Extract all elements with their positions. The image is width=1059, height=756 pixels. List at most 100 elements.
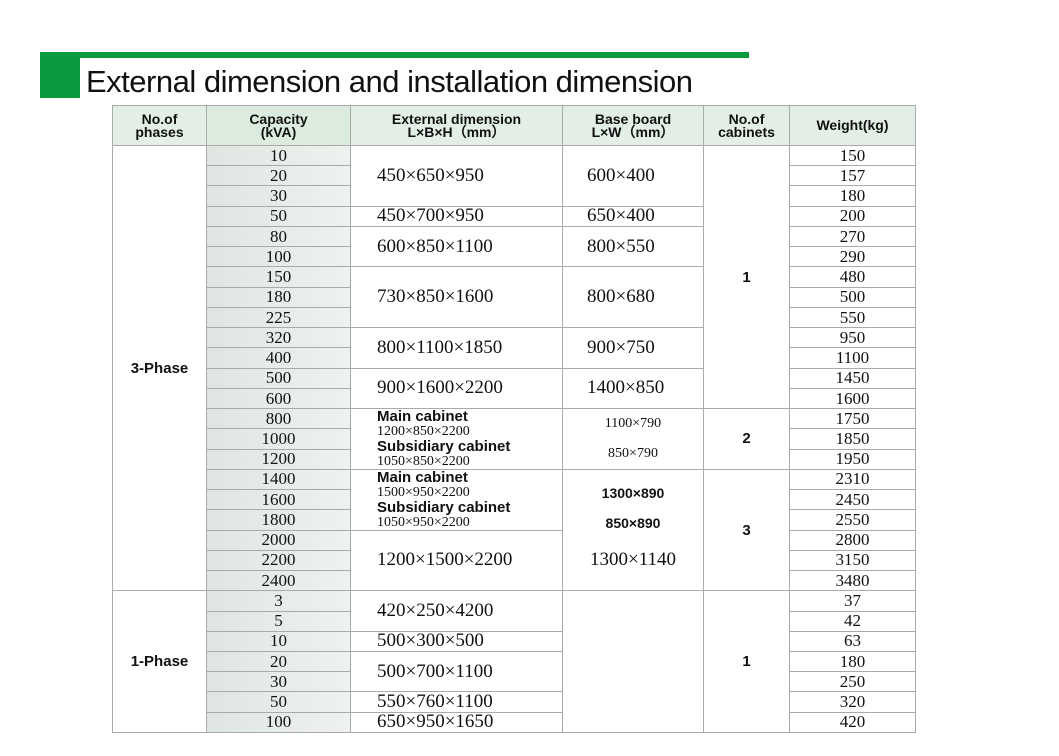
- weight-value: 180: [839, 651, 866, 671]
- main-cabinet-dimension: 1500×950×2200: [377, 484, 470, 500]
- external-dimension-value: 420×250×4200: [377, 600, 494, 621]
- capacity-value: 320: [265, 327, 292, 347]
- base-board-cell: 800×550: [562, 225, 704, 268]
- capacity-value: 500: [265, 368, 292, 388]
- capacity-value: 1800: [261, 509, 296, 529]
- capacity-value: 2200: [261, 550, 296, 570]
- cabinets-cell: 2: [703, 408, 790, 470]
- external-dimension-cell: 550×760×1100: [350, 691, 563, 713]
- capacity-value: 1400: [261, 469, 296, 489]
- external-dimension-value: 730×850×1600: [377, 286, 494, 308]
- weight-value: 150: [839, 145, 866, 165]
- weight-cell: 1750: [789, 408, 916, 430]
- cabinets-value: 2: [742, 430, 751, 448]
- capacity-value: 10: [270, 145, 287, 165]
- header-text: Capacity: [249, 110, 308, 127]
- capacity-cell: 150: [206, 266, 351, 288]
- capacity-cell: 225: [206, 306, 351, 329]
- base-board-main: 1300×890: [601, 484, 665, 501]
- base-board-cell: 1100×790 850×790: [562, 408, 704, 470]
- weight-cell: 500: [789, 286, 916, 308]
- subsidiary-cabinet-dimension: 1050×850×2200: [377, 453, 470, 469]
- base-board-cell: 800×680: [562, 266, 704, 329]
- header-weight: Weight(kg): [789, 105, 916, 146]
- weight-cell: 42: [789, 610, 916, 632]
- header-phases: No.of phases: [112, 105, 207, 146]
- external-dimension-cell: 420×250×4200: [350, 590, 563, 632]
- weight-value: 3480: [835, 570, 870, 590]
- weight-value: 180: [839, 186, 866, 206]
- header-text: L×W（mm）: [591, 123, 675, 140]
- capacity-value: 600: [265, 388, 292, 408]
- subsidiary-cabinet-dimension: 1050×950×2200: [377, 514, 470, 530]
- title-accent-block: [40, 52, 80, 98]
- header-text: phases: [135, 123, 184, 140]
- external-dimension-value: 600×850×1100: [377, 235, 493, 257]
- weight-cell: 157: [789, 165, 916, 187]
- header-text: No.of: [728, 110, 765, 127]
- capacity-value: 2400: [261, 570, 296, 590]
- capacity-value: 5: [274, 611, 283, 631]
- header-text: Base board: [594, 110, 672, 127]
- weight-value: 420: [839, 712, 866, 732]
- capacity-cell: 50: [206, 691, 351, 713]
- capacity-value: 400: [265, 348, 292, 368]
- weight-cell: 320: [789, 691, 916, 713]
- weight-value: 1950: [835, 449, 870, 469]
- capacity-value: 3: [274, 590, 283, 610]
- capacity-value: 2000: [261, 530, 296, 550]
- capacity-value: 10: [270, 631, 287, 651]
- weight-cell: 63: [789, 630, 916, 652]
- weight-value: 950: [839, 327, 866, 347]
- capacity-value: 30: [270, 671, 287, 691]
- base-board-cell: 900×750: [562, 327, 704, 369]
- external-dimension-value: 900×1600×2200: [377, 377, 503, 399]
- external-dimension-value: 550×760×1100: [377, 691, 493, 713]
- weight-cell: 2800: [789, 529, 916, 551]
- subsidiary-cabinet-label: Subsidiary cabinet: [377, 498, 511, 516]
- capacity-cell: 1000: [206, 428, 351, 450]
- external-dimension-value: 450×700×950: [377, 205, 484, 227]
- cabinets-cell: 3: [703, 468, 790, 592]
- capacity-cell: 800: [206, 408, 351, 430]
- phase-label: 1-Phase: [130, 653, 189, 671]
- external-dimension-value: 500×300×500: [377, 630, 484, 652]
- phase-cell: 1-Phase: [112, 590, 207, 733]
- base-board-value: 800×680: [587, 286, 655, 308]
- capacity-value: 180: [265, 287, 292, 307]
- weight-cell: 550: [789, 306, 916, 329]
- weight-cell: 37: [789, 590, 916, 612]
- weight-cell: 2450: [789, 489, 916, 511]
- header-capacity: Capacity (kVA): [206, 105, 351, 146]
- weight-value: 3150: [835, 550, 870, 570]
- weight-value: 320: [839, 692, 866, 712]
- phase-label: 3-Phase: [130, 359, 189, 377]
- weight-cell: 250: [789, 671, 916, 693]
- page-title: External dimension and installation dime…: [86, 64, 693, 99]
- weight-value: 270: [839, 226, 866, 246]
- capacity-cell: 1600: [206, 489, 351, 511]
- capacity-cell: 100: [206, 246, 351, 268]
- header-base: Base board L×W（mm）: [562, 105, 704, 146]
- header-external: External dimension L×B×H（mm）: [350, 105, 563, 146]
- weight-cell: 1450: [789, 367, 916, 389]
- capacity-cell: 20: [206, 651, 351, 673]
- base-board-value: 900×750: [587, 336, 655, 358]
- base-board-value: 1300×1140: [589, 549, 676, 571]
- capacity-value: 225: [265, 307, 292, 327]
- weight-cell: 290: [789, 246, 916, 268]
- weight-value: 500: [839, 287, 866, 307]
- weight-value: 2550: [835, 509, 870, 529]
- capacity-value: 80: [270, 226, 287, 246]
- header-cabinets: No.of cabinets: [703, 105, 790, 146]
- capacity-cell: 1200: [206, 448, 351, 470]
- subsidiary-cabinet-label: Subsidiary cabinet: [377, 437, 511, 455]
- capacity-cell: 10: [206, 145, 351, 167]
- weight-value: 1850: [835, 428, 870, 448]
- base-board-value: 650×400: [587, 205, 655, 227]
- weight-value: 2310: [835, 469, 870, 489]
- external-dimension-cell: Main cabinet 1500×950×2200 Subsidiary cabi…: [350, 468, 563, 531]
- capacity-cell: 80: [206, 225, 351, 248]
- weight-value: 290: [839, 246, 866, 266]
- weight-value: 37: [844, 590, 861, 610]
